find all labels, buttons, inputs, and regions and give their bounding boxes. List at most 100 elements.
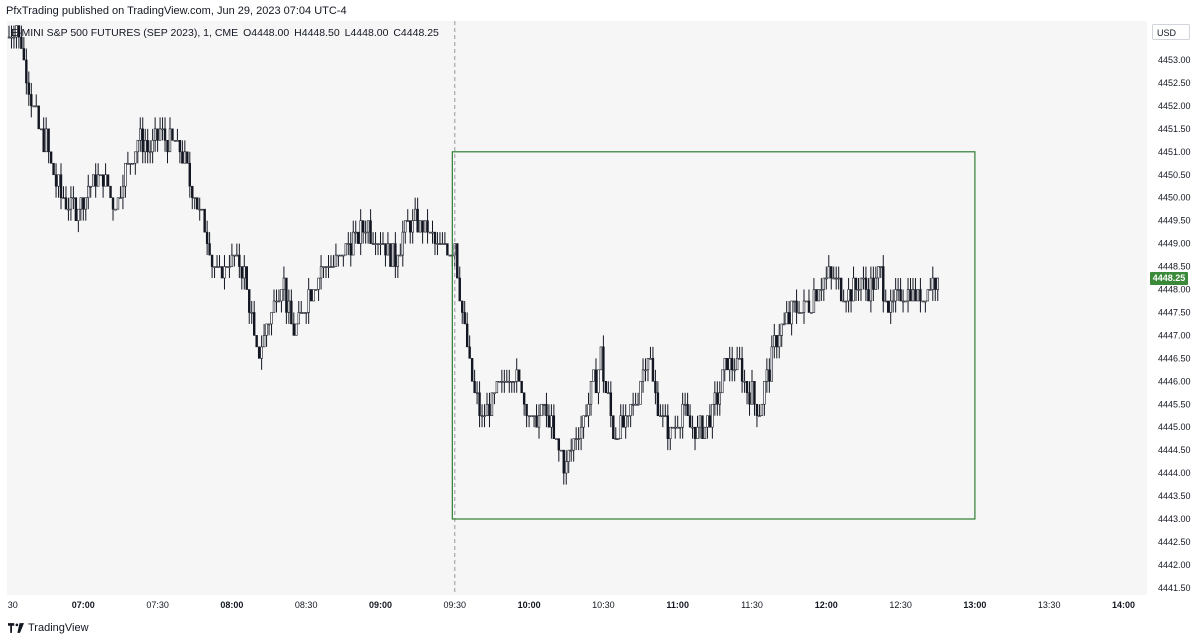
candle: [394, 232, 397, 279]
candle: [904, 300, 907, 303]
candle-body: [54, 174, 58, 187]
candle-body: [62, 197, 65, 199]
candle-body: [812, 289, 816, 313]
candle: [916, 289, 920, 302]
candle: [919, 278, 922, 313]
candle-body: [391, 243, 395, 267]
candle-body: [324, 266, 328, 268]
candle-body: [659, 415, 662, 418]
candle: [448, 254, 452, 257]
candle: [116, 197, 120, 210]
candle-body: [847, 289, 850, 302]
candle: [196, 197, 199, 210]
chart-plot-area[interactable]: E-MINI S&P 500 FUTURES (SEP 2023), 1, CM…: [7, 21, 1147, 595]
price-tick-label: 4445.00: [1158, 422, 1191, 432]
candle-body: [594, 369, 598, 394]
candle-body: [228, 266, 231, 268]
candle: [854, 277, 858, 301]
candle-body: [369, 220, 372, 244]
candle-body: [106, 174, 110, 187]
candle: [178, 140, 182, 164]
candle-body: [144, 140, 147, 153]
candle: [735, 346, 739, 371]
candle: [77, 208, 80, 233]
candle-body: [431, 231, 434, 234]
candle: [295, 323, 298, 336]
candle-body: [57, 174, 60, 187]
candle-body: [931, 277, 934, 290]
footer-brand-text: TradingView: [28, 622, 89, 634]
candle: [146, 128, 149, 164]
candle-body: [906, 289, 910, 302]
candle: [193, 197, 196, 210]
candle: [579, 415, 583, 451]
candle: [911, 278, 915, 302]
candle-body: [272, 300, 276, 313]
candle-body: [857, 289, 860, 291]
candle-body: [508, 380, 511, 383]
time-tick-label: 11:30: [741, 600, 763, 610]
candle-body: [547, 415, 551, 428]
candle-body: [916, 289, 920, 302]
range-rectangle[interactable]: [451, 151, 976, 520]
candle: [166, 140, 169, 164]
candle-body: [676, 426, 679, 429]
candle-body: [52, 162, 55, 176]
candle-body: [193, 197, 196, 199]
candle-body: [69, 197, 73, 210]
candle: [136, 140, 139, 164]
candle: [691, 415, 694, 439]
candle: [114, 208, 117, 211]
candlestick-chart[interactable]: [7, 21, 1147, 595]
candle-body: [782, 323, 786, 326]
candle: [475, 381, 479, 405]
candle-body: [718, 392, 722, 405]
candle-body: [584, 415, 588, 418]
candle: [25, 48, 28, 95]
candle: [869, 266, 873, 313]
candle-body: [347, 243, 350, 245]
candle: [153, 117, 157, 152]
candle: [822, 277, 826, 301]
candle-body: [473, 380, 476, 394]
candle-body: [379, 243, 382, 245]
candle-body: [733, 369, 736, 372]
candle-body: [589, 380, 593, 405]
candle-body: [374, 243, 377, 245]
candle-body: [104, 174, 107, 187]
candle-body: [515, 369, 518, 382]
candle: [148, 140, 152, 164]
candle: [802, 289, 806, 324]
candle-body: [49, 151, 53, 164]
candle: [352, 220, 355, 256]
candle-body: [696, 426, 699, 439]
candle-body: [381, 243, 385, 245]
candle: [877, 266, 880, 290]
candle: [285, 277, 288, 324]
candle: [69, 186, 73, 221]
candle: [436, 232, 439, 256]
candle: [530, 415, 533, 418]
candle-body: [817, 289, 821, 302]
currency-button[interactable]: USD: [1152, 24, 1190, 40]
candle: [233, 254, 236, 267]
candle: [934, 277, 937, 301]
candle-body: [168, 128, 172, 153]
candle-body: [854, 277, 858, 290]
candle-body: [282, 277, 286, 290]
candle: [384, 243, 387, 267]
price-axis[interactable]: 4441.50 4442.00 4442.50 4443.00 4443.50 4444.…: [1147, 21, 1200, 595]
candle-body: [740, 358, 744, 382]
candle: [532, 415, 536, 428]
candle-body: [810, 312, 813, 314]
candle: [314, 289, 318, 291]
candle: [272, 289, 276, 313]
candle: [96, 163, 100, 187]
candle: [15, 25, 18, 49]
candle: [688, 404, 692, 428]
candle: [198, 197, 201, 221]
candle: [72, 186, 75, 210]
candle: [248, 289, 251, 324]
time-axis[interactable]: 6:30 07:00 07:30 08:00 08:30 09:00 09:30 10:00 1…: [7, 595, 1147, 613]
candle: [570, 438, 573, 462]
